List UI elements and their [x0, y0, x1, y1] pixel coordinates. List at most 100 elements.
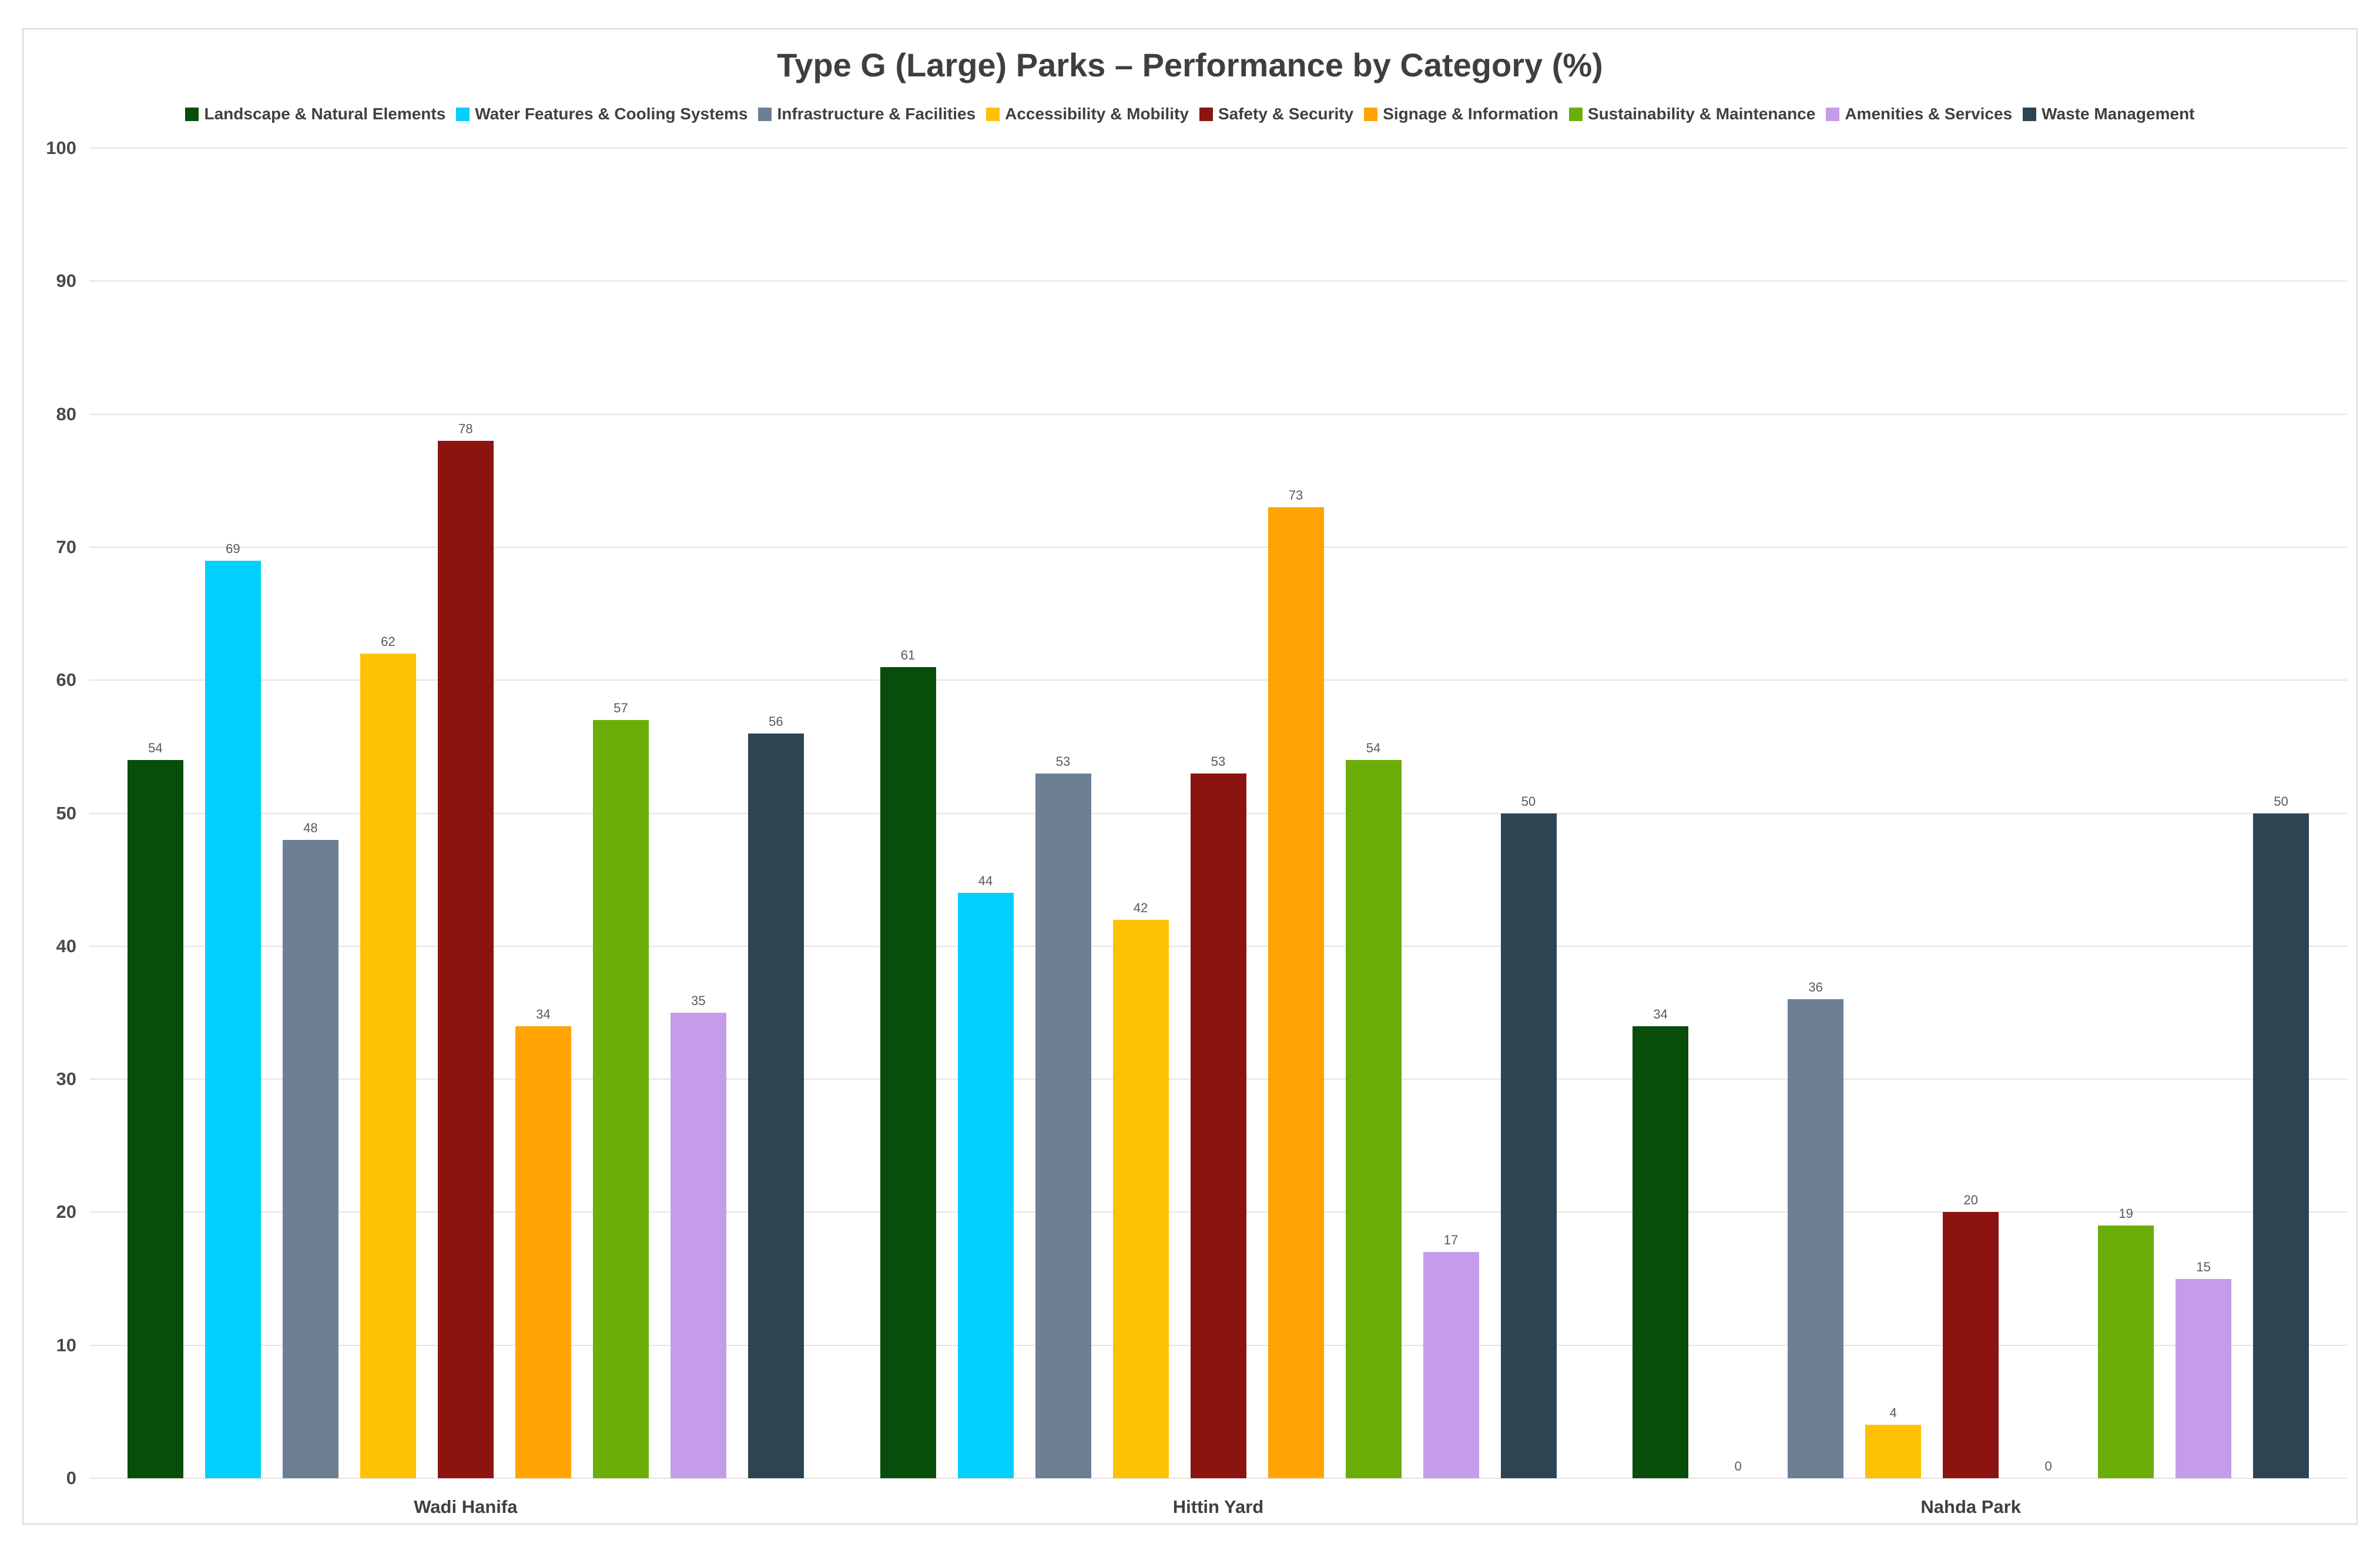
bar-cell: 35 — [670, 148, 726, 1478]
bar — [1423, 1252, 1479, 1478]
legend-item: Sustainability & Maintenance — [1568, 105, 1816, 123]
legend-label: Signage & Information — [1383, 105, 1558, 123]
legend-label: Amenities & Services — [1845, 105, 2013, 123]
bar — [670, 1012, 726, 1478]
y-tick-label: 10 — [56, 1334, 76, 1355]
bar-value-label: 36 — [1808, 980, 1823, 995]
category-label: Hittin Yard — [1172, 1496, 1264, 1517]
bar-cell: 36 — [1788, 148, 1844, 1478]
bar-cell: 53 — [1190, 148, 1246, 1478]
bar-value-label: 61 — [900, 647, 916, 662]
bar-cell: 78 — [437, 148, 494, 1478]
category-label: Wadi Hanifa — [414, 1496, 518, 1517]
bar-cell: 44 — [957, 148, 1014, 1478]
legend-label: Safety & Security — [1218, 105, 1354, 123]
y-tick-label: 40 — [56, 935, 76, 956]
y-tick-label: 0 — [66, 1468, 76, 1488]
bar-value-label: 50 — [1521, 793, 1536, 809]
bar-cell: 48 — [282, 148, 338, 1478]
legend-swatch-icon — [1364, 107, 1378, 121]
bar-cell: 0 — [1710, 148, 1766, 1478]
bar-cell: 56 — [747, 148, 804, 1478]
bar-value-label: 0 — [2044, 1459, 2052, 1474]
bar — [1112, 919, 1169, 1478]
bar-value-label: 62 — [381, 634, 395, 649]
bar-cell: 42 — [1112, 148, 1169, 1478]
bar-group: 34 0 36 4 20 0 19 15 50 — [1594, 148, 2347, 1478]
bar-value-label: 4 — [1889, 1405, 1897, 1421]
bar-group: 61 44 53 42 53 73 54 17 50 — [842, 148, 1595, 1478]
bar — [747, 733, 804, 1478]
bar — [2175, 1278, 2232, 1478]
bar — [437, 440, 494, 1478]
bar-cell: 50 — [2253, 148, 2309, 1478]
bar-cell: 69 — [205, 148, 261, 1478]
bar-value-label: 20 — [1963, 1193, 1978, 1208]
bar-cell: 54 — [127, 148, 183, 1478]
gridline — [89, 280, 2347, 282]
legend: Landscape & Natural Elements Water Featur… — [24, 105, 2356, 123]
legend-item: Amenities & Services — [1826, 105, 2012, 123]
bar — [1788, 999, 1844, 1478]
bar — [1943, 1212, 1999, 1478]
legend-item: Accessibility & Mobility — [986, 105, 1189, 123]
legend-swatch-icon — [1826, 107, 1840, 121]
gridline — [89, 546, 2347, 548]
bar-cell: 53 — [1035, 148, 1091, 1478]
bar-value-label: 53 — [1211, 754, 1226, 769]
bar-value-label: 35 — [691, 993, 706, 1008]
bar-cell: 4 — [1865, 148, 1922, 1478]
legend-label: Water Features & Cooling Systems — [475, 105, 748, 123]
bar-value-label: 34 — [1653, 1006, 1668, 1022]
bar-value-label: 50 — [2274, 793, 2288, 809]
gridline — [89, 679, 2347, 681]
bar-cell: 57 — [592, 148, 649, 1478]
y-tick-label: 100 — [46, 138, 76, 158]
bar-groups: 54 69 48 62 78 34 57 35 56 61 44 53 42 53 73 54 17 50 34 0 3… — [89, 148, 2347, 1478]
legend-item: Water Features & Cooling Systems — [456, 105, 747, 123]
bar-cell: 17 — [1423, 148, 1479, 1478]
bar-cell: 20 — [1943, 148, 1999, 1478]
legend-label: Waste Management — [2042, 105, 2195, 123]
bar-value-label: 42 — [1133, 900, 1148, 915]
bar — [1633, 1026, 1689, 1478]
bar-cell: 15 — [2175, 148, 2232, 1478]
bar-cell: 34 — [515, 148, 571, 1478]
y-tick-label: 60 — [56, 669, 76, 691]
bar — [282, 839, 338, 1478]
legend-swatch-icon — [2023, 107, 2037, 121]
bar-value-label: 0 — [1734, 1459, 1742, 1474]
bar-cell: 34 — [1633, 148, 1689, 1478]
bar — [592, 720, 649, 1478]
legend-item: Waste Management — [2023, 105, 2195, 123]
legend-label: Infrastructure & Facilities — [777, 105, 976, 123]
legend-label: Sustainability & Maintenance — [1587, 105, 1816, 123]
chart-title: Type G (Large) Parks – Performance by Ca… — [777, 46, 1603, 83]
legend-label: Accessibility & Mobility — [1005, 105, 1189, 123]
chart-frame: Type G (Large) Parks – Performance by Ca… — [22, 28, 2358, 1525]
bar-group: 54 69 48 62 78 34 57 35 56 — [89, 148, 842, 1478]
legend-swatch-icon — [758, 107, 772, 121]
gridline — [89, 148, 2347, 149]
bar-value-label: 34 — [536, 1006, 551, 1022]
bar-value-label: 78 — [458, 421, 473, 436]
legend-swatch-icon — [456, 107, 470, 121]
bar — [1190, 773, 1246, 1478]
legend-swatch-icon — [1199, 107, 1213, 121]
bar-value-label: 48 — [303, 820, 318, 835]
bar — [515, 1026, 571, 1478]
gridline — [89, 413, 2347, 415]
bar — [360, 653, 416, 1478]
bar — [880, 667, 936, 1478]
plot-area: 54 69 48 62 78 34 57 35 56 61 44 53 42 53 73 54 17 50 34 0 3… — [89, 148, 2347, 1479]
bar-cell: 61 — [880, 148, 936, 1478]
bar — [957, 893, 1014, 1478]
bar — [127, 759, 183, 1478]
legend-item: Safety & Security — [1199, 105, 1353, 123]
legend-swatch-icon — [1568, 107, 1583, 121]
bar — [2098, 1225, 2154, 1478]
bar-value-label: 44 — [978, 873, 993, 889]
bar-value-label: 54 — [148, 740, 163, 755]
legend-swatch-icon — [986, 107, 1000, 121]
bar — [1500, 813, 1557, 1478]
